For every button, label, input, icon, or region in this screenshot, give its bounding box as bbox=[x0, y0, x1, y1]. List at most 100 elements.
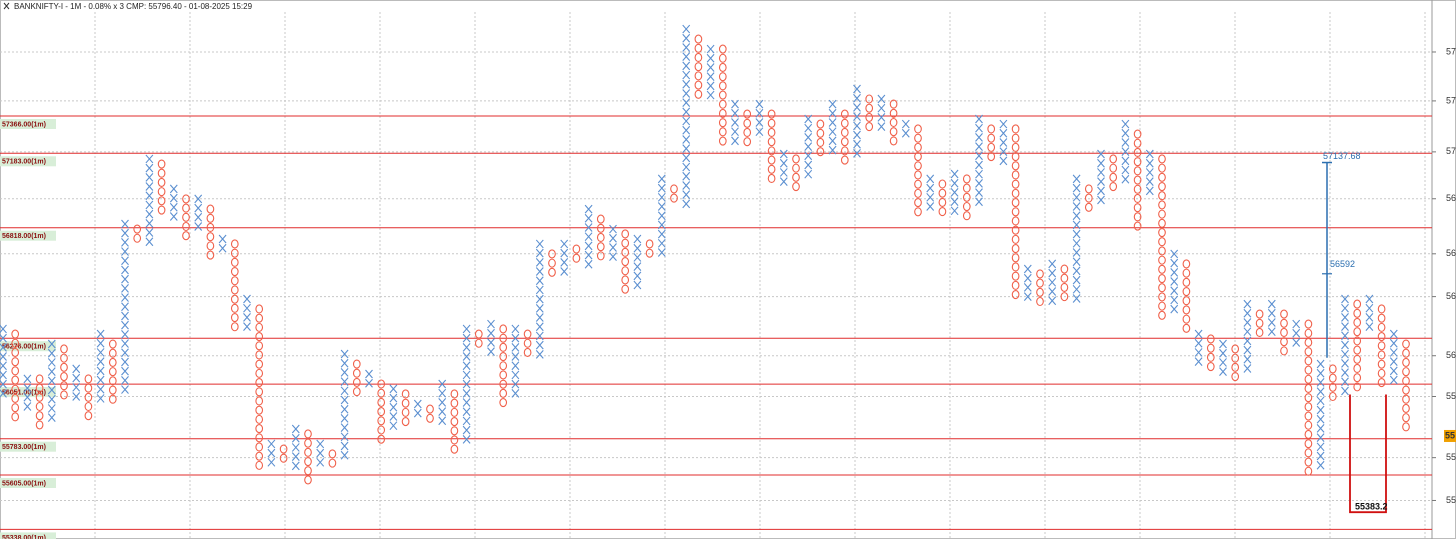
o-box bbox=[1036, 296, 1044, 307]
o-box bbox=[938, 197, 947, 207]
x-box bbox=[218, 234, 227, 244]
o-box bbox=[1109, 172, 1118, 182]
o-box bbox=[1158, 209, 1166, 219]
o-box bbox=[182, 221, 190, 232]
x-box bbox=[657, 192, 666, 202]
x-box bbox=[462, 370, 471, 380]
o-box bbox=[499, 370, 508, 380]
x-box bbox=[0, 342, 7, 352]
x-box bbox=[365, 369, 373, 379]
level-label: 56276.00(1m) bbox=[2, 344, 46, 351]
x-box bbox=[121, 357, 129, 367]
o-box bbox=[816, 147, 825, 157]
o-box bbox=[1304, 383, 1313, 394]
o-box bbox=[255, 313, 264, 323]
x-box bbox=[1341, 359, 1349, 368]
o-column bbox=[1109, 154, 1118, 192]
o-box bbox=[767, 137, 776, 147]
o-box bbox=[377, 388, 386, 398]
x-box bbox=[1292, 328, 1301, 338]
x-box bbox=[584, 250, 593, 260]
o-box bbox=[767, 118, 776, 128]
o-box bbox=[1353, 327, 1362, 337]
o-box bbox=[1011, 133, 1020, 143]
o-box bbox=[304, 438, 312, 448]
x-column bbox=[877, 94, 886, 131]
x-box bbox=[804, 142, 813, 151]
o-box bbox=[230, 266, 239, 277]
o-box bbox=[1353, 336, 1362, 346]
x-box bbox=[462, 333, 471, 343]
o-box bbox=[1158, 154, 1166, 164]
o-box bbox=[84, 401, 93, 412]
x-box bbox=[96, 338, 105, 348]
x-column bbox=[72, 364, 81, 401]
x-box bbox=[1023, 273, 1032, 283]
o-box bbox=[377, 416, 386, 426]
o-box bbox=[1158, 283, 1166, 293]
o-box bbox=[401, 417, 410, 427]
x-box bbox=[243, 294, 251, 304]
x-column bbox=[1072, 174, 1081, 303]
o-box bbox=[450, 435, 459, 445]
x-box bbox=[0, 333, 7, 343]
x-box bbox=[1365, 303, 1374, 313]
o-box bbox=[230, 248, 239, 258]
x-box bbox=[950, 197, 959, 206]
o-box bbox=[1328, 382, 1337, 392]
x-box bbox=[828, 145, 837, 155]
x-column bbox=[926, 174, 935, 211]
o-column bbox=[596, 214, 605, 261]
x-box bbox=[121, 219, 129, 229]
o-box bbox=[962, 183, 971, 193]
x-box bbox=[682, 116, 691, 126]
o-box bbox=[1231, 371, 1240, 382]
x-box bbox=[121, 376, 129, 385]
o-column bbox=[1036, 269, 1044, 307]
x-box bbox=[535, 313, 544, 322]
x-box bbox=[462, 388, 471, 398]
o-box bbox=[767, 155, 776, 165]
x-box bbox=[47, 404, 56, 413]
x-box bbox=[682, 171, 691, 181]
o-box bbox=[1182, 259, 1191, 269]
x-box bbox=[1365, 294, 1374, 304]
o-box bbox=[1109, 181, 1118, 192]
x-box bbox=[340, 358, 349, 368]
o-box bbox=[255, 405, 264, 415]
x-box bbox=[535, 285, 544, 295]
x-box bbox=[901, 128, 910, 138]
x-box bbox=[0, 370, 7, 380]
x-box bbox=[145, 228, 154, 237]
o-box bbox=[694, 80, 703, 90]
x-box bbox=[1072, 294, 1081, 303]
o-box bbox=[1011, 124, 1020, 134]
x-box bbox=[389, 421, 398, 431]
x-box bbox=[926, 174, 935, 184]
o-box bbox=[35, 392, 44, 402]
x-box bbox=[975, 133, 983, 142]
x-box bbox=[47, 358, 56, 367]
x-box bbox=[1121, 138, 1130, 147]
o-box bbox=[962, 174, 971, 184]
o-box bbox=[743, 137, 752, 147]
o-box bbox=[1353, 308, 1362, 318]
x-box bbox=[1048, 287, 1057, 296]
x-box bbox=[1292, 319, 1301, 329]
x-box bbox=[121, 302, 129, 312]
x-box bbox=[706, 44, 715, 54]
o-box bbox=[11, 384, 20, 394]
x-box bbox=[1048, 296, 1057, 306]
x-box bbox=[1072, 248, 1081, 257]
y-tick-label: 574 bbox=[1446, 95, 1456, 105]
x-box bbox=[682, 79, 691, 89]
chart-title: BANKNIFTY-I - 1M - 0.08% x 3 CMP: 55796.… bbox=[14, 2, 253, 11]
x-box bbox=[47, 413, 56, 422]
o-column bbox=[377, 379, 386, 444]
o-column bbox=[1280, 309, 1288, 356]
x-box bbox=[535, 322, 544, 332]
x-box bbox=[853, 103, 861, 112]
x-box bbox=[657, 229, 666, 239]
o-box bbox=[401, 407, 410, 417]
